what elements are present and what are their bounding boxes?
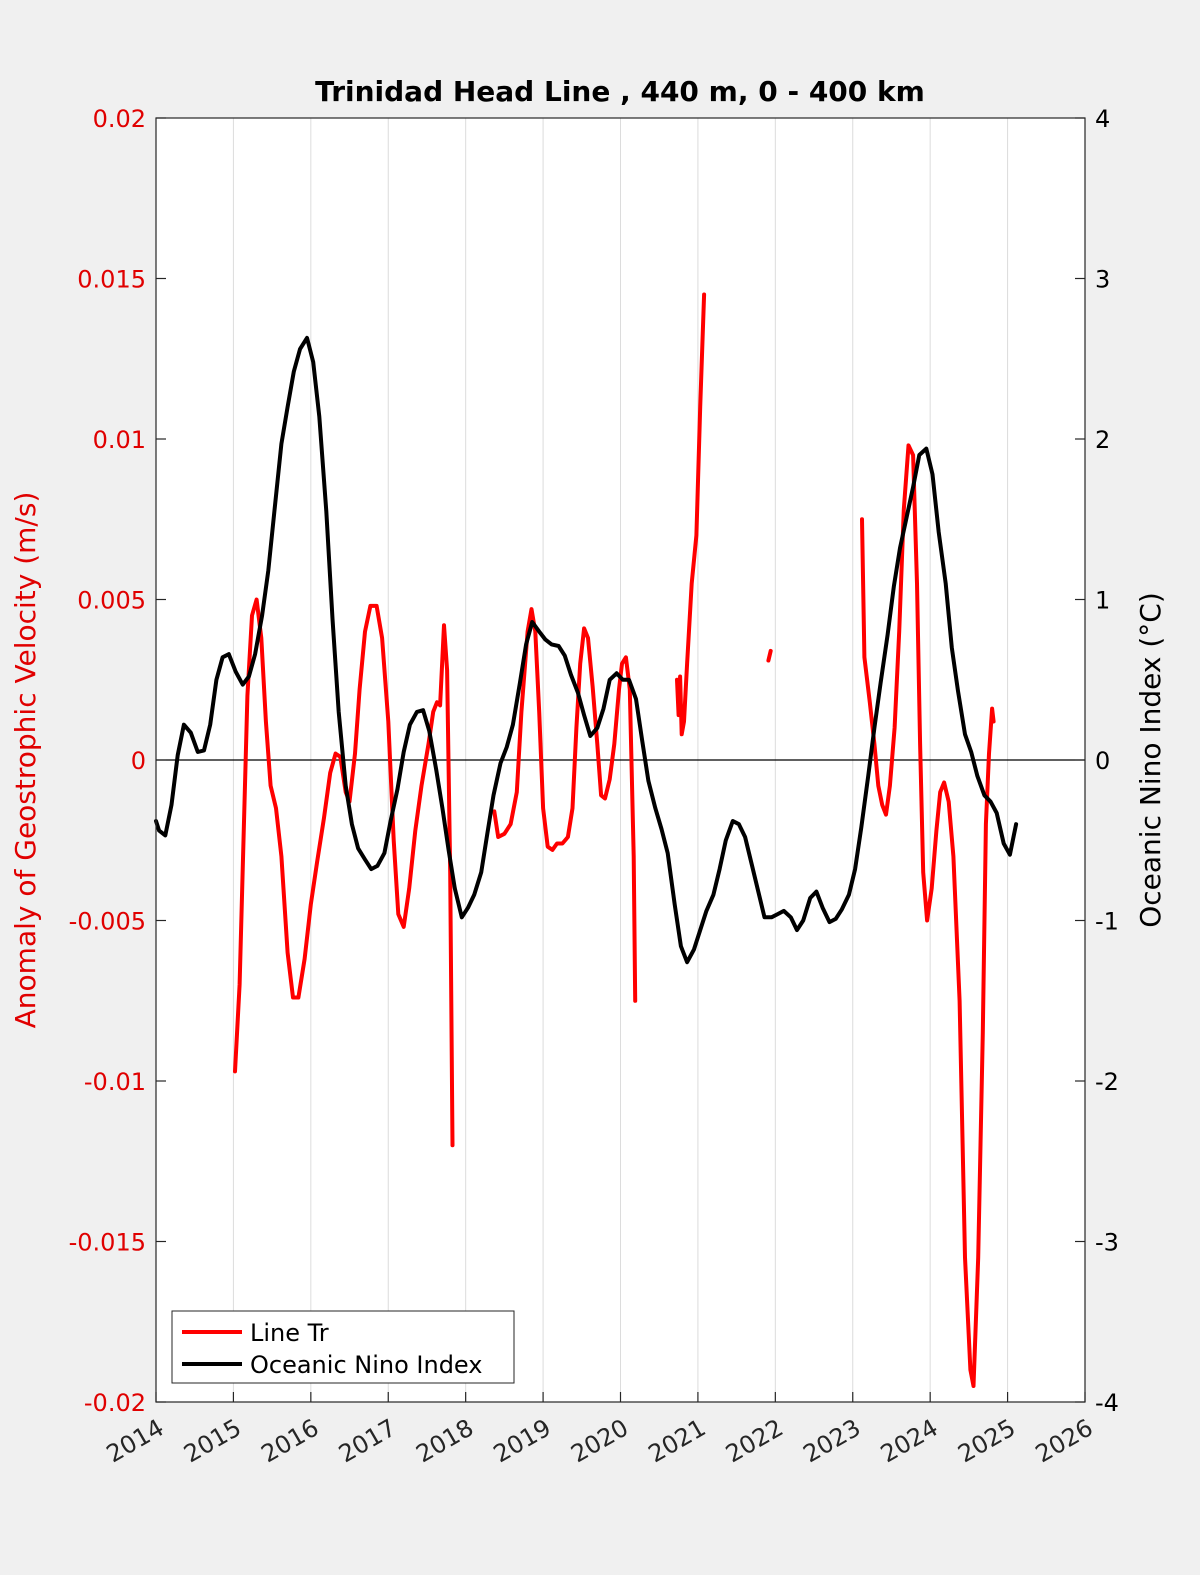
- y-right-tick-label--4: -4: [1095, 1389, 1119, 1417]
- y-left-tick-label-0: 0: [131, 747, 146, 775]
- y-left-tick-label--0.01: -0.01: [84, 1068, 146, 1096]
- y-left-tick-label--0.005: -0.005: [69, 908, 146, 936]
- y-right-axis-label: Oceanic Nino Index (°C): [1134, 592, 1167, 928]
- chart-title: Trinidad Head Line , 440 m, 0 - 400 km: [315, 75, 925, 108]
- legend-label-line-tr: Line Tr: [250, 1319, 329, 1347]
- series-line-tr-segment-1: [492, 607, 638, 1003]
- y-right-tick-label-4: 4: [1095, 105, 1110, 133]
- series-layer: [154, 292, 1019, 1388]
- y-left-tick-label--0.02: -0.02: [84, 1389, 146, 1417]
- y-left-tick-label-0.01: 0.01: [93, 426, 146, 454]
- ticks: [155, 117, 1086, 1403]
- y-left-tick-label-0.015: 0.015: [77, 266, 146, 294]
- legend: Line Tr Oceanic Nino Index: [171, 1310, 515, 1384]
- y-right-tick-label-0: 0: [1095, 747, 1110, 775]
- y-left-tick-label-0.02: 0.02: [93, 105, 146, 133]
- y-left-tick-labels: 0.02 0.015 0.01 0.005 0 -0.005 -0.01 -0.015 -0.0…: [69, 105, 146, 1417]
- y-right-tick-label--2: -2: [1095, 1068, 1119, 1096]
- series-line-tr-segment-2: [675, 292, 707, 737]
- legend-label-oni: Oceanic Nino Index: [250, 1351, 482, 1379]
- y-right-tick-label--3: -3: [1095, 1229, 1119, 1257]
- y-right-tick-labels: 4 3 2 1 0 -1 -2 -3 -4: [1095, 105, 1119, 1417]
- y-right-tick-label-2: 2: [1095, 426, 1110, 454]
- y-left-axis-label: Anomaly of Geostrophic Velocity (m/s): [9, 492, 42, 1029]
- series-line-tr-segment-3: [766, 648, 773, 663]
- y-right-tick-label-1: 1: [1095, 587, 1110, 615]
- series-oceanic-nino-index-segment-0: [154, 335, 1019, 965]
- y-left-tick-label--0.015: -0.015: [69, 1229, 146, 1257]
- series-line-tr-segment-4: [860, 443, 996, 1388]
- y-right-tick-label--1: -1: [1095, 908, 1119, 936]
- y-left-tick-label-0.005: 0.005: [77, 587, 146, 615]
- legend-box: [171, 1310, 515, 1384]
- y-right-tick-label-3: 3: [1095, 266, 1110, 294]
